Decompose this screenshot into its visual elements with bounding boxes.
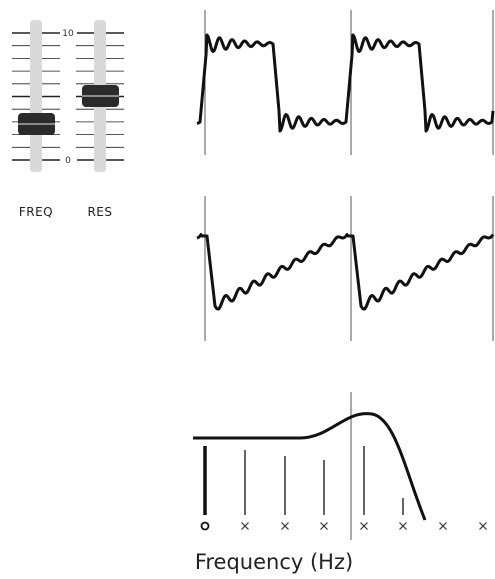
harmonic-markers <box>241 522 487 530</box>
fundamental-marker <box>200 521 210 531</box>
freq-knob[interactable] <box>18 113 55 135</box>
filter-response <box>193 412 427 521</box>
x-marker <box>241 522 249 530</box>
x-marker <box>439 522 447 530</box>
saw-wave <box>196 233 495 311</box>
square-wave <box>196 33 495 133</box>
x-marker <box>320 522 328 530</box>
res-knob[interactable] <box>82 85 119 107</box>
scale-max: 10 <box>62 29 74 39</box>
x-marker <box>399 522 407 530</box>
harmonics <box>203 446 404 515</box>
slider-label: RES <box>87 205 112 219</box>
freq-track <box>30 20 42 172</box>
slider-label: FREQ <box>19 205 53 219</box>
scale-min: 0 <box>65 156 71 166</box>
period-lines <box>204 10 494 540</box>
x-marker <box>479 522 487 530</box>
x-marker <box>281 522 289 530</box>
axis-label: Frequency (Hz) <box>195 550 353 574</box>
x-marker <box>360 522 368 530</box>
